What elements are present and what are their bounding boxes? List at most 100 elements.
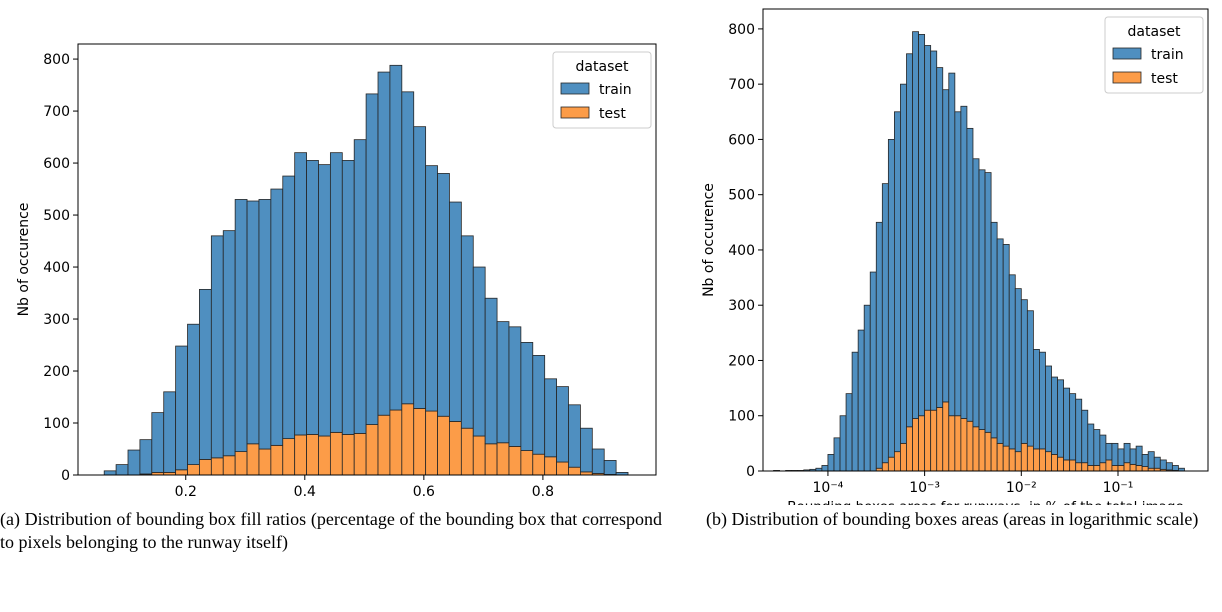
bar — [401, 91, 415, 405]
legend-label: train — [599, 82, 632, 98]
y-tick-label: 300 — [728, 298, 755, 314]
bar — [544, 456, 557, 476]
bar — [1045, 451, 1052, 472]
bar — [1141, 466, 1149, 472]
bar — [1045, 365, 1052, 453]
bar — [496, 442, 510, 476]
bar — [1117, 448, 1125, 466]
bar — [1033, 448, 1040, 472]
bar — [437, 415, 450, 476]
bar — [1069, 393, 1077, 461]
bar — [1039, 448, 1046, 472]
bar — [282, 438, 296, 476]
bar — [918, 415, 926, 472]
bar — [906, 426, 913, 472]
bar — [1020, 299, 1028, 444]
bar — [365, 424, 379, 476]
bar — [1087, 423, 1095, 466]
bar — [948, 72, 956, 417]
bar — [875, 221, 883, 469]
bar — [857, 329, 865, 472]
bar — [1008, 448, 1016, 472]
x-tick-label: 10⁻² — [1006, 480, 1037, 496]
bar — [972, 426, 980, 472]
bar — [1093, 465, 1101, 472]
bar — [496, 321, 510, 444]
bar — [1081, 462, 1089, 472]
caption: (a) Distribution of bounding box fill ra… — [0, 509, 662, 552]
legend-title: dataset — [576, 59, 629, 75]
y-axis-label: Nb of occurence — [16, 203, 32, 317]
bar — [353, 139, 367, 434]
legend-swatch — [560, 106, 590, 119]
bar — [942, 89, 950, 403]
bar — [924, 409, 932, 472]
bar — [329, 152, 343, 433]
bar — [389, 64, 403, 411]
bar — [1026, 310, 1034, 447]
bar — [532, 355, 546, 455]
bar — [1129, 463, 1137, 472]
bar — [329, 431, 343, 476]
bar — [960, 105, 968, 419]
bar — [972, 158, 980, 428]
bar — [863, 304, 871, 472]
bar — [603, 460, 617, 475]
bar — [413, 408, 427, 476]
bar — [966, 127, 974, 422]
bar — [1129, 448, 1137, 465]
bar — [234, 451, 248, 476]
bar — [996, 442, 1004, 472]
bar — [377, 71, 391, 416]
bar — [472, 266, 486, 437]
y-tick-label: 400 — [728, 243, 755, 259]
bar — [1105, 442, 1113, 461]
bar — [591, 448, 605, 474]
bar — [1141, 454, 1149, 467]
bar — [568, 466, 581, 476]
bar — [294, 152, 307, 436]
bar — [544, 378, 557, 458]
bar — [377, 414, 391, 476]
bar — [1135, 465, 1143, 472]
bar — [1093, 429, 1101, 466]
x-tick-label: 10⁻⁴ — [813, 480, 844, 496]
bar — [1026, 445, 1034, 472]
bar — [234, 199, 248, 453]
figure: 0 100 200 300 400 500 600 700 800 0.2 0.4 0.6 0.8 Bou… — [16, 8, 1209, 505]
bar — [887, 139, 895, 458]
bar — [1081, 409, 1089, 464]
bar — [1033, 349, 1040, 450]
y-tick-label: 200 — [43, 364, 70, 380]
bar — [353, 433, 367, 476]
legend-title: dataset — [1128, 24, 1181, 40]
axes-frame — [762, 8, 1209, 472]
bar — [900, 442, 907, 472]
bar — [318, 164, 331, 437]
x-tick-label: 10⁻¹ — [1103, 480, 1134, 496]
bar — [484, 443, 498, 476]
bar — [930, 409, 938, 472]
bar — [175, 469, 188, 476]
bar — [341, 160, 355, 435]
bar — [978, 169, 986, 430]
bar — [246, 443, 260, 476]
bar — [187, 323, 200, 466]
bar — [881, 183, 889, 464]
bar — [210, 235, 224, 459]
bar — [306, 160, 319, 435]
bar — [1099, 434, 1107, 464]
bar — [1002, 244, 1010, 447]
y-tick-label: 0 — [746, 464, 755, 480]
bar — [1051, 454, 1058, 472]
bar — [1002, 445, 1010, 472]
bar — [845, 393, 853, 472]
bar — [1159, 459, 1167, 470]
bar — [413, 126, 427, 409]
bar — [839, 415, 847, 472]
x-axis-label: Bounding boxes areas for runways, in % o… — [787, 499, 1184, 505]
bar — [449, 421, 462, 476]
y-tick-label: 700 — [728, 77, 755, 93]
bar — [127, 449, 141, 476]
bar — [556, 386, 569, 463]
